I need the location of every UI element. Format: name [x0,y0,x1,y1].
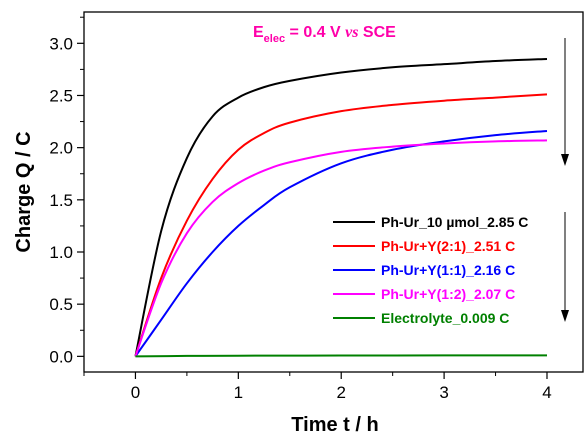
legend-label: Ph-Ur+Y(2:1)_2.51 C [381,238,515,254]
legend-label: Electrolyte_0.009 C [381,310,509,326]
series-line-3 [134,129,548,357]
y-tick-label: 2.0 [49,139,73,158]
x-tick-label: 3 [439,383,448,402]
plot-frame [83,11,584,373]
series-layer [134,57,548,358]
series-line-4 [134,139,548,357]
trend-arrow-top [561,38,569,166]
y-tick-label: 0.0 [49,347,73,366]
x-tick-label: 0 [131,383,140,402]
annotation-label: Eelec = 0.4 V vs SCE [253,24,396,45]
x-tick-label: 2 [336,383,345,402]
y-tick-label: 1.0 [49,243,73,262]
y-tick-label: 3.0 [49,34,73,53]
y-tick-label: 2.5 [49,86,73,105]
x-axis-label: Time t / h [291,414,378,436]
x-tick-label: 1 [234,383,243,402]
legend-label: Ph-Ur_10 µmol_2.85 C [381,214,528,230]
axis-ticks-layer: 0 1 2 3 4 0.0 0.5 1.0 1.5 2.0 2.5 3.0 [49,16,552,402]
y-axis-label: Charge Q / C [13,131,35,252]
series-line-1 [134,57,548,357]
series-line-5 [135,354,547,358]
series-line-2 [134,93,548,357]
y-tick-label: 1.5 [49,191,73,210]
trend-arrow-legend [561,212,569,322]
x-tick-label: 4 [542,383,551,402]
legend-label: Ph-Ur+Y(1:1)_2.16 C [381,262,515,278]
y-tick-label: 0.5 [49,295,73,314]
legend: Ph-Ur_10 µmol_2.85 C Ph-Ur+Y(2:1)_2.51 C P… [333,214,528,326]
legend-label: Ph-Ur+Y(1:2)_2.07 C [381,286,515,302]
